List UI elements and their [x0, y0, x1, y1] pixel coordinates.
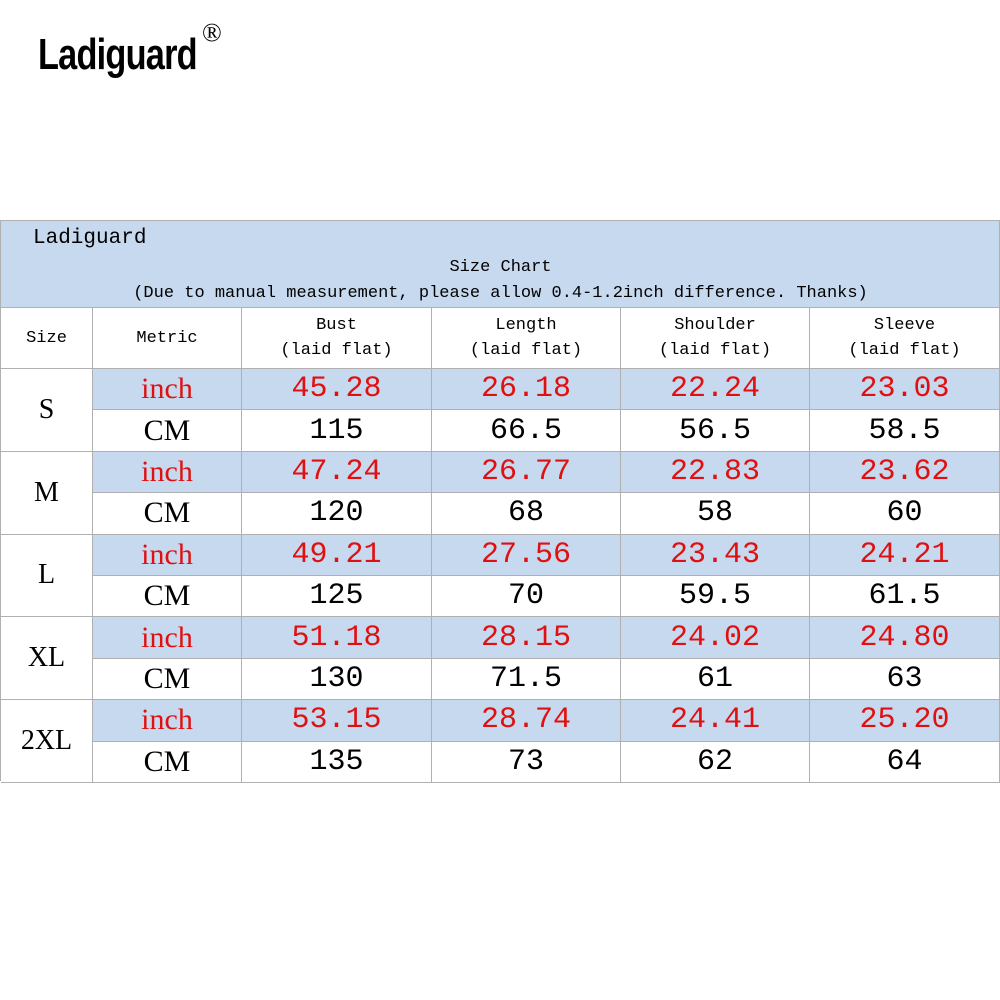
measurement: 59.5: [621, 576, 810, 618]
measurement: 22.83: [621, 451, 810, 494]
brand: Ladiguard: [33, 227, 147, 250]
table-header: Ladiguard Size Chart (Due to manual meas…: [1, 221, 1000, 308]
column-sub: (laid flat): [658, 341, 772, 360]
measurement: 135: [242, 741, 432, 783]
metric: CM: [93, 741, 242, 783]
measurement: 24.02: [621, 617, 810, 659]
metric: CM: [93, 576, 242, 618]
column-header: Sleeve (laid flat): [810, 308, 1000, 369]
metric: inch: [93, 534, 242, 576]
column-header: Length (laid flat): [432, 308, 621, 369]
measurement: 27.56: [432, 534, 621, 576]
column-header: Bust (laid flat): [242, 308, 432, 369]
measurement: 64: [810, 741, 1000, 783]
measurement: 130: [242, 658, 432, 701]
size-label: S: [1, 369, 93, 452]
measurement: 45.28: [242, 369, 432, 411]
logo: Ladiguard: [38, 30, 198, 79]
measurement: 58: [621, 493, 810, 535]
measurement: 71.5: [432, 658, 621, 701]
measurement: 115: [242, 410, 432, 452]
measurement: 47.24: [242, 451, 432, 494]
metric: inch: [93, 369, 242, 411]
column-name: Metric: [136, 328, 198, 348]
measurement: 23.62: [810, 451, 1000, 494]
size-label: 2XL: [1, 700, 93, 783]
measurement: 61.5: [810, 576, 1000, 618]
metric: inch: [93, 700, 242, 742]
metric: inch: [93, 617, 242, 659]
column-name: Length: [495, 316, 557, 335]
metric: inch: [93, 451, 242, 494]
measurement: 60: [810, 493, 1000, 535]
measurement: 63: [810, 658, 1000, 701]
measurement: 120: [242, 493, 432, 535]
measurement: 53.15: [242, 700, 432, 742]
measurement: 58.5: [810, 410, 1000, 452]
column-name: Sleeve: [873, 316, 936, 335]
measurement: 66.5: [432, 410, 621, 452]
metric: CM: [93, 493, 242, 535]
metric: CM: [93, 410, 242, 452]
table-title: Size Chart: [449, 258, 552, 277]
measurement: 51.18: [242, 617, 432, 659]
column-sub: (laid flat): [280, 341, 393, 360]
column-name: Size: [26, 328, 67, 348]
column-header: Shoulder (laid flat): [621, 308, 810, 369]
measurement: 24.41: [621, 700, 810, 742]
table-note: (Due to manual measurement, please allow…: [133, 284, 868, 303]
measurement: 24.21: [810, 534, 1000, 576]
measurement: 24.80: [810, 617, 1000, 659]
metric: CM: [93, 658, 242, 701]
column-name: Bust: [316, 316, 357, 335]
measurement: 26.77: [432, 451, 621, 494]
measurement: 68: [432, 493, 621, 535]
column-sub: (laid flat): [469, 341, 583, 360]
measurement: 23.43: [621, 534, 810, 576]
measurement: 61: [621, 658, 810, 701]
measurement: 125: [242, 576, 432, 618]
size-label: M: [1, 451, 93, 535]
measurement: 28.15: [432, 617, 621, 659]
measurement: 56.5: [621, 410, 810, 452]
measurement: 73: [432, 741, 621, 783]
column-sub: (laid flat): [848, 341, 961, 360]
measurement: 25.20: [810, 700, 1000, 742]
column-name: Shoulder: [674, 316, 756, 335]
column-header: Metric: [93, 308, 242, 369]
measurement: 28.74: [432, 700, 621, 742]
measurement: 62: [621, 741, 810, 783]
size-label: XL: [1, 617, 93, 701]
measurement: 22.24: [621, 369, 810, 411]
measurement: 49.21: [242, 534, 432, 576]
registered-mark: ®: [202, 18, 222, 47]
size-table: Ladiguard Size Chart (Due to manual meas…: [0, 220, 1000, 783]
measurement: 26.18: [432, 369, 621, 411]
measurement: 23.03: [810, 369, 1000, 411]
size-label: L: [1, 534, 93, 618]
column-header: Size: [1, 308, 93, 369]
measurement: 70: [432, 576, 621, 618]
